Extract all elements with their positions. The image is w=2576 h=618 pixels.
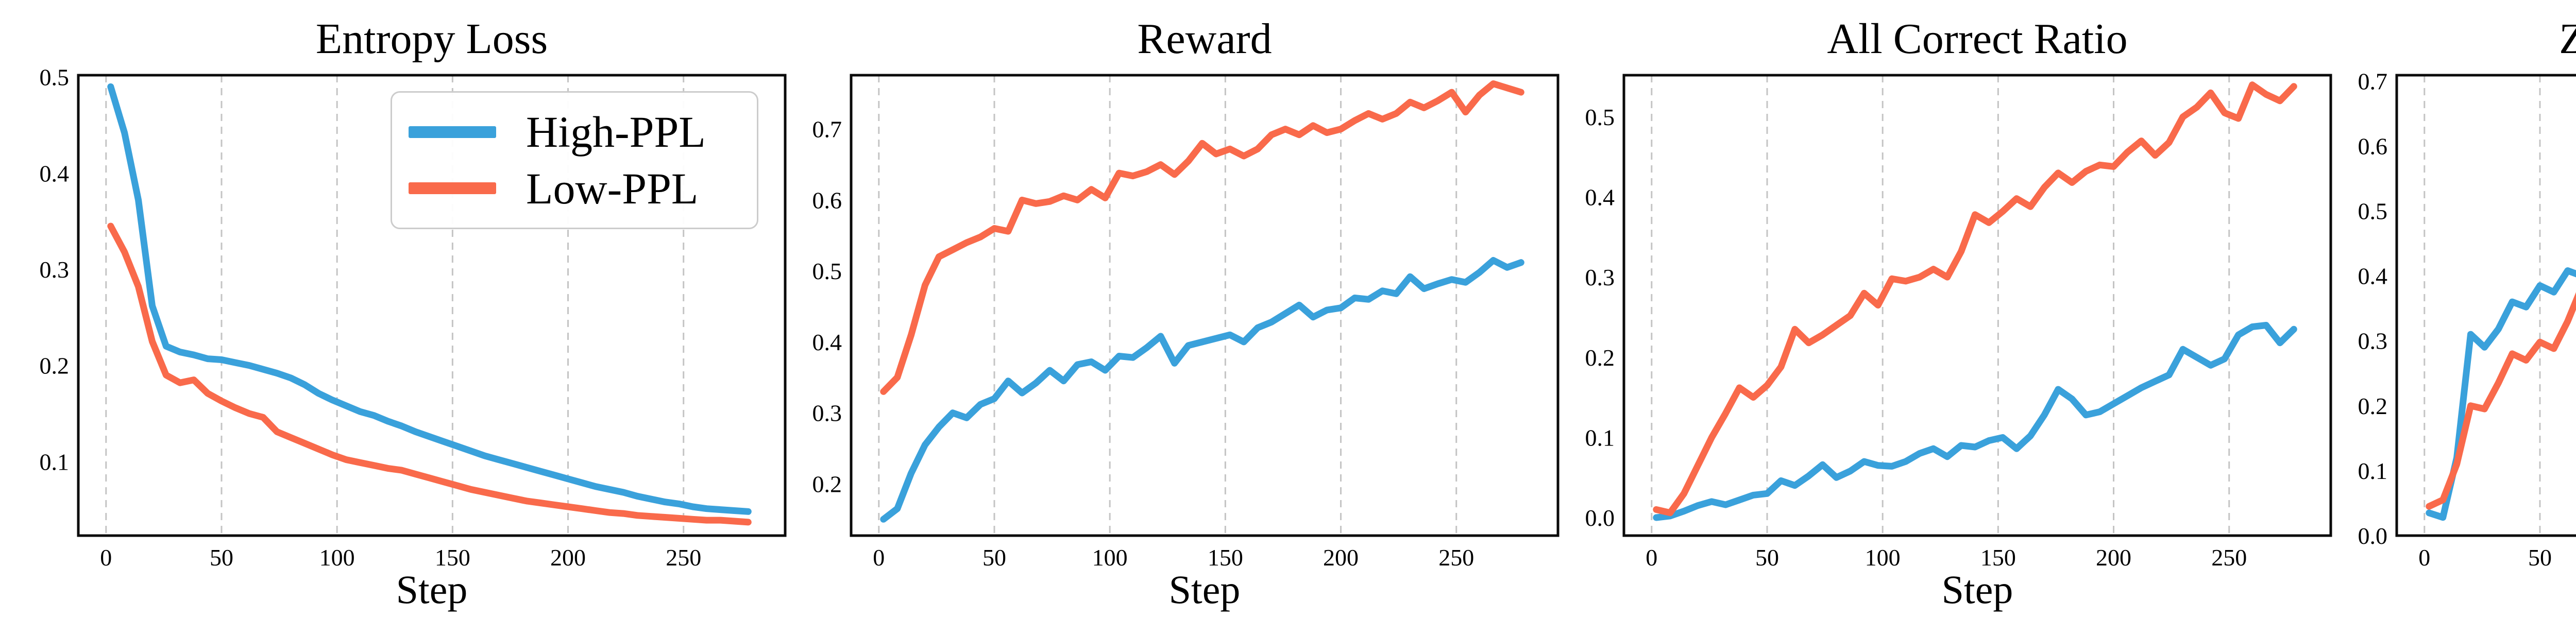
panel-all-correct-ratio: All Correct Ratio 0.0 0.1 0.2 0.3 0.4 0.5 0 50 1… <box>1566 8 2339 618</box>
series-line-high-ppl <box>107 83 752 515</box>
chart-plot: 0.0 0.1 0.2 0.3 0.4 0.5 0 50 100 150 200 250 <box>1585 74 2332 571</box>
y-tick-label: 0.1 <box>40 449 70 475</box>
series-line-low-ppl <box>1653 81 2297 517</box>
x-tick-label: 250 <box>666 544 701 571</box>
x-axis-label: Step <box>2397 568 2576 612</box>
x-tick-label: 50 <box>2528 544 2552 571</box>
chart-title: Reward <box>1137 15 1272 63</box>
x-tick-label: 100 <box>1092 544 1128 571</box>
y-tick-label: 0.3 <box>40 256 70 283</box>
y-tick-label: 0.2 <box>2358 393 2388 419</box>
panel-entropy-loss: Entropy Loss 0.1 0.2 0.3 0.4 0.5 0 50 100 150 200… <box>21 8 793 618</box>
y-tick-label: 0.3 <box>1585 264 1615 290</box>
y-tick-label: 0.5 <box>2358 198 2388 225</box>
x-axis-label: Step <box>1941 567 2013 612</box>
x-tick-label: 200 <box>2096 544 2131 571</box>
panel-reward: Reward 0.2 0.3 0.4 0.5 0.6 0.7 0 50 100 150 200 250… <box>793 8 1566 618</box>
y-tick-label: 0.4 <box>1585 184 1615 211</box>
x-tick-label: 50 <box>982 544 1006 571</box>
chart-title: Zero Advantage Ratio <box>2559 15 2576 63</box>
x-tick-label: 200 <box>550 544 586 571</box>
legend-label: High-PPL <box>526 107 706 157</box>
chart-title: All Correct Ratio <box>1827 15 2128 63</box>
x-tick-label: 200 <box>1323 544 1359 571</box>
legend-label: Low-PPL <box>526 163 699 213</box>
y-tick-label: 0.5 <box>812 258 842 284</box>
x-tick-label: 0 <box>1646 544 1657 571</box>
legend: High-PPL Low-PPL <box>391 91 758 229</box>
y-tick-label: 0.1 <box>1585 424 1615 451</box>
x-tick-label: 150 <box>1208 544 1243 571</box>
y-tick-label: 0.2 <box>812 471 842 497</box>
x-axis-label: Step <box>396 567 468 612</box>
x-tick-label: 0 <box>873 544 885 571</box>
x-tick-label: 150 <box>435 544 470 571</box>
y-tick-label: 0.0 <box>1585 505 1615 531</box>
x-tick-label: 250 <box>1438 544 1474 571</box>
y-tick-label: 0.4 <box>2358 263 2388 289</box>
y-tick-label: 0.3 <box>2358 328 2388 354</box>
y-tick-label: 0.4 <box>40 160 70 186</box>
low-ppl-line-swatch <box>409 182 496 195</box>
axes-frame <box>1622 74 2332 537</box>
chart-title: Entropy Loss <box>315 15 548 63</box>
x-tick-label: 100 <box>1865 544 1901 571</box>
x-axis-label: Step <box>1168 567 1241 612</box>
x-tick-label: 250 <box>2211 544 2247 571</box>
y-tick-label: 0.5 <box>40 64 70 91</box>
series-line-low-ppl <box>107 222 752 526</box>
series-line-high-ppl <box>880 257 1524 523</box>
y-tick-label: 0.3 <box>812 400 842 426</box>
x-tick-label: 100 <box>319 544 355 571</box>
axes-frame <box>77 74 787 537</box>
x-tick-label: 150 <box>1980 544 2016 571</box>
y-tick-label: 0.4 <box>812 329 842 355</box>
y-tick-label: 0.2 <box>40 353 70 379</box>
x-tick-label: 0 <box>2418 544 2430 571</box>
y-tick-label: 0.7 <box>812 116 842 143</box>
y-tick-label: 0.5 <box>1585 104 1615 130</box>
y-tick-label: 0.6 <box>2358 133 2388 159</box>
y-tick-label: 0.7 <box>2358 68 2388 94</box>
y-tick-label: 0.0 <box>2358 523 2388 549</box>
series-line-low-ppl <box>2426 292 2576 510</box>
axes-frame <box>850 74 1560 537</box>
series-line-low-ppl <box>880 80 1524 395</box>
chart-plot: 0.2 0.3 0.4 0.5 0.6 0.7 0 50 100 150 200 250 <box>812 74 1560 571</box>
x-tick-label: 50 <box>210 544 233 571</box>
legend-item-low-ppl: Low-PPL <box>409 166 752 211</box>
y-tick-label: 0.2 <box>1585 345 1615 371</box>
legend-item-high-ppl: High-PPL <box>409 110 752 154</box>
x-tick-label: 0 <box>100 544 112 571</box>
high-ppl-line-swatch <box>409 126 496 138</box>
y-tick-label: 0.1 <box>2358 458 2388 484</box>
series-line-high-ppl <box>1653 322 2297 521</box>
x-tick-label: 50 <box>1755 544 1779 571</box>
y-tick-label: 0.6 <box>812 187 842 213</box>
chart-plot: 0.1 0.2 0.3 0.4 0.5 0 50 100 150 200 250 <box>40 64 787 571</box>
panel-zero-advantage-ratio: Zero Advantage Ratio 0.0 0.1 0.2 0.3 0.4 0.5 0… <box>2339 8 2576 618</box>
series-line-high-ppl <box>2426 267 2576 521</box>
axes-frame <box>2395 74 2576 537</box>
